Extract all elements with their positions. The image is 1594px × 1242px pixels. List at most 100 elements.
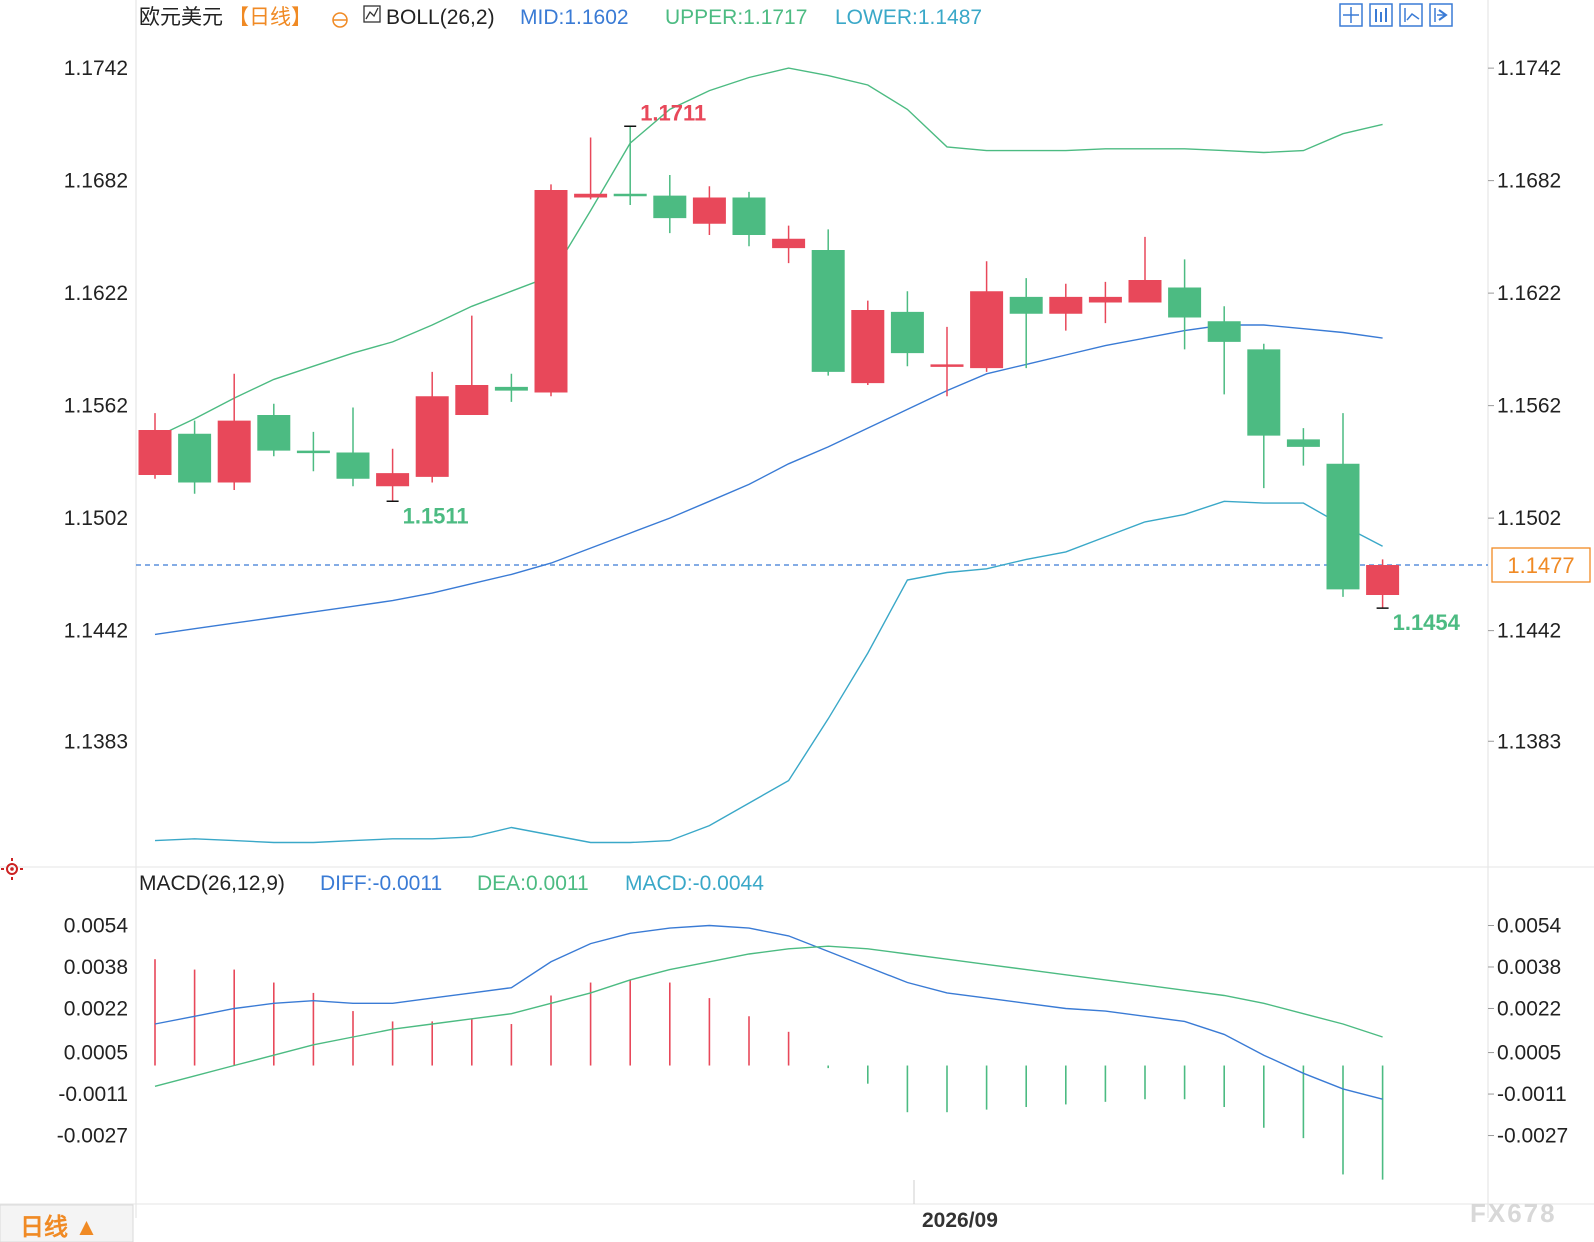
candle [574,137,608,200]
candle-body [178,433,212,483]
candle [890,291,924,367]
macd-tick-label-right: 0.0038 [1497,956,1561,979]
line-chart-icon[interactable] [1399,3,1423,27]
price-tick-label-right: 1.1622 [1497,282,1561,305]
period-button-label[interactable]: 日线 ▲ [20,1214,98,1241]
candle-body [613,193,647,197]
candle [1088,281,1122,324]
upper-label: UPPER:1.1717 [665,6,807,29]
candle-body [1009,296,1043,314]
footer: 日线 ▲ 2026/09 FX678 [0,1198,1555,1242]
scroll-right-icon[interactable] [1429,3,1453,27]
price-tick-label-left: 1.1442 [64,620,128,643]
price-tick-label-left: 1.1562 [64,395,128,418]
macd-tick-label-right: 0.0022 [1497,997,1561,1020]
candle-body [1326,463,1360,590]
candle-body [257,415,291,451]
candle [296,431,330,472]
macd-tick-label-right: -0.0027 [1497,1125,1568,1148]
candle-body [574,193,608,198]
candle [1207,306,1241,395]
candle-body [851,310,885,384]
price-tick-label-left: 1.1682 [64,170,128,193]
candle-body [415,396,449,477]
candle-body [653,195,687,219]
price-tick-label-left: 1.1622 [64,282,128,305]
candle [1168,259,1202,350]
low-price-annotation: 1.1454 [1393,610,1461,635]
bar-chart-icon[interactable] [1369,3,1393,27]
candle [772,225,806,264]
candle-body [1088,296,1122,303]
price-tick-label-right: 1.1383 [1497,730,1561,753]
boll-upper-line [154,67,1383,439]
boll-label[interactable]: BOLL(26,2) [386,6,495,29]
price-tick-label-left: 1.1742 [64,57,128,80]
price-tick-label-left: 1.1383 [64,730,128,753]
indicator-chart-icon[interactable] [363,5,381,23]
diff-label: DIFF:-0.0011 [320,872,442,895]
candles [138,126,1400,609]
candle-body [296,450,330,454]
macd-label[interactable]: MACD(26,12,9) [139,872,285,895]
candle [851,300,885,385]
pair-title: 欧元美元 [139,6,223,29]
candle [930,326,964,397]
candle [178,420,212,494]
candle [613,126,647,205]
candle [138,413,172,479]
macd-tick-label-right: 0.0054 [1497,914,1562,937]
lower-label: LOWER:1.1487 [835,6,982,29]
price-tick-label-right: 1.1682 [1497,170,1561,193]
macd-axis: 0.0054 0.0054 0.0038 0.0038 0.0022 0.0022 0.00… [57,914,1568,1147]
candle-body [692,197,726,224]
candle [1009,278,1043,369]
candle [692,186,726,235]
candle-body [1168,287,1202,318]
bollinger-bands [154,67,1383,844]
candle [455,315,489,415]
candle-body [1049,296,1083,314]
price-annotations: 1.1711 1.1511 1.1454 [386,100,1461,635]
candle [257,403,291,457]
candle-body [217,420,251,483]
macd-header: MACD(26,12,9) DIFF:-0.0011 DEA:0.0011 MA… [1,858,764,895]
macd-value-label: MACD:-0.0044 [625,872,764,895]
candle [415,371,449,483]
settings-sun-icon[interactable] [1,858,23,880]
candle-body [1128,280,1162,303]
candle [811,229,845,376]
macd-dea-line [154,945,1383,1087]
high-price-annotation: 1.1711 [640,100,706,125]
add-indicator-icon[interactable] [332,12,348,28]
period-title[interactable]: 【日线】 [228,6,312,29]
candle [376,448,410,502]
period-button[interactable] [0,1204,134,1242]
price-tick-label-right: 1.1502 [1497,507,1561,530]
price-axis: 1.1742 1.1742 1.1682 1.1682 1.1622 1.1622 1.15… [64,57,1561,753]
candle-body [455,385,489,415]
price-tick-label-right: 1.1562 [1497,395,1561,418]
candle [217,373,251,490]
macd-indicator [154,924,1384,1180]
candle-body [1366,565,1400,595]
macd-tick-label-right: -0.0011 [1497,1083,1567,1106]
macd-tick-label-left: 0.0054 [64,914,129,937]
candle [1247,343,1281,489]
current-price-label: 1.1477 [1507,553,1574,578]
macd-tick-label-right: 0.0005 [1497,1042,1561,1065]
toolbar [1339,3,1453,27]
macd-tick-label-left: -0.0027 [57,1125,128,1148]
candle [732,191,766,247]
price-tick-label-left: 1.1502 [64,507,128,530]
candle [970,261,1004,372]
candle-body [930,364,964,367]
candle [1326,413,1360,597]
candle-body [534,190,568,393]
dea-label: DEA:0.0011 [477,872,589,895]
current-price-box [1491,547,1591,583]
crosshair-icon[interactable] [1339,3,1363,27]
macd-tick-label-left: 0.0038 [64,956,128,979]
